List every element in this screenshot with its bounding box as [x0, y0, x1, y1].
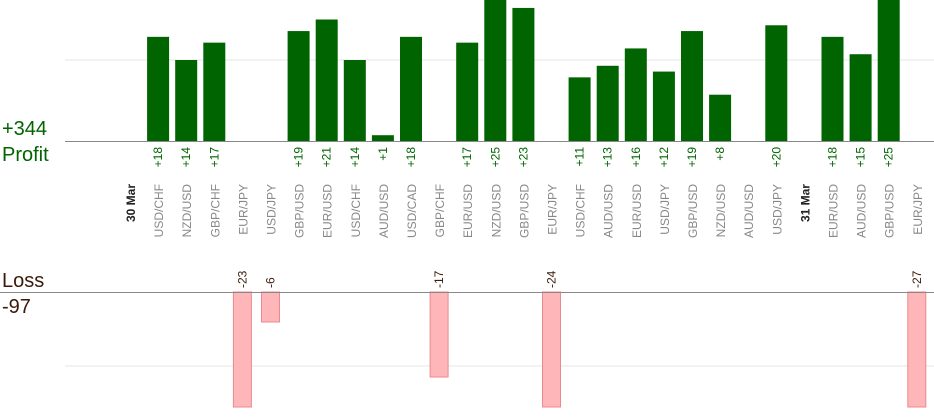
- value-label: +17: [460, 147, 474, 168]
- value-label: +8: [713, 147, 727, 161]
- profit-bar: [456, 42, 479, 142]
- category-label: EUR/USD: [461, 184, 475, 238]
- value-label: +19: [685, 147, 699, 168]
- category-label: USD/CHF: [152, 184, 166, 237]
- profit-bar: [343, 60, 366, 141]
- profit-bar: [400, 36, 422, 141]
- value-label: +20: [769, 147, 783, 168]
- category-label: USD/JPY: [770, 184, 784, 235]
- profit-bar: [315, 19, 338, 141]
- value-label: +16: [629, 147, 643, 168]
- date-label: 31 Mar: [798, 184, 812, 222]
- category-label: GBP/USD: [883, 184, 897, 238]
- category-label: AUD/USD: [377, 184, 391, 238]
- profit-bar: [652, 71, 675, 141]
- category-label: GBP/USD: [293, 184, 307, 238]
- value-label: +25: [488, 147, 502, 168]
- value-label: +17: [207, 147, 221, 168]
- value-label: +11: [573, 147, 587, 167]
- value-label: +18: [826, 147, 840, 168]
- value-label: +14: [348, 147, 362, 168]
- category-label: USD/JPY: [265, 184, 279, 235]
- category-label: USD/CHF: [574, 184, 588, 237]
- value-label: +12: [657, 147, 671, 168]
- profit-bar: [371, 135, 394, 141]
- value-label: +15: [854, 147, 868, 168]
- profit-bar: [512, 7, 535, 141]
- profit-bar: [175, 60, 198, 141]
- category-label: USD/CHF: [349, 184, 363, 237]
- loss-label: Loss: [2, 270, 45, 292]
- value-label: +18: [404, 147, 418, 168]
- category-label: GBP/USD: [686, 184, 700, 238]
- profit-bar: [484, 0, 507, 141]
- loss-bar: [232, 291, 252, 408]
- profit-total: +344: [2, 118, 48, 140]
- category-label: USD/CAD: [405, 184, 419, 238]
- category-label: EUR/USD: [321, 184, 335, 238]
- profit-bar: [681, 31, 703, 142]
- category-label: EUR/JPY: [236, 184, 250, 235]
- category-label: NZD/USD: [180, 184, 194, 238]
- loss-bar: [261, 291, 280, 323]
- category-label: EUR/JPY: [911, 184, 925, 235]
- value-label: +25: [882, 147, 896, 168]
- profit-bar: [849, 54, 872, 141]
- value-label: -17: [432, 270, 446, 288]
- profit-bar: [709, 94, 732, 141]
- profit-bar: [877, 0, 900, 141]
- category-label: AUD/USD: [602, 184, 616, 238]
- profit-bar: [147, 36, 170, 141]
- value-label: +13: [601, 147, 615, 168]
- loss-bar: [907, 291, 927, 408]
- profit-bar: [624, 48, 647, 141]
- value-label: +1: [376, 147, 390, 161]
- category-label: NZD/USD: [489, 184, 503, 238]
- value-label: +14: [179, 147, 193, 168]
- value-label: -27: [910, 270, 924, 288]
- profit-bar: [596, 65, 619, 141]
- loss-bar: [429, 291, 449, 378]
- category-label: GBP/USD: [517, 184, 531, 238]
- category-label: NZD/USD: [714, 184, 728, 238]
- profit-bar: [765, 25, 788, 142]
- value-label: -23: [235, 270, 249, 288]
- profit-bar: [821, 36, 844, 141]
- category-label: GBP/CHF: [208, 184, 222, 237]
- profit-label: Profit: [2, 144, 49, 166]
- profit-bar: [287, 31, 310, 142]
- category-label: EUR/USD: [827, 184, 841, 238]
- value-label: +19: [292, 147, 306, 168]
- date-label: 30 Mar: [124, 184, 138, 222]
- value-label: +18: [151, 147, 165, 168]
- profit-bar: [203, 42, 226, 142]
- category-label: EUR/JPY: [546, 184, 560, 235]
- category-label: EUR/USD: [630, 184, 644, 238]
- loss-bar: [542, 291, 561, 408]
- value-label: -24: [545, 270, 559, 288]
- loss-total: -97: [2, 296, 31, 318]
- category-label: AUD/USD: [855, 184, 869, 238]
- category-label: GBP/CHF: [433, 184, 447, 237]
- category-label: AUD/USD: [742, 184, 756, 238]
- value-label: +23: [516, 147, 530, 168]
- value-label: +21: [320, 147, 334, 168]
- category-label: USD/JPY: [658, 184, 672, 235]
- profit-bar: [568, 77, 591, 141]
- value-label: -6: [264, 277, 278, 288]
